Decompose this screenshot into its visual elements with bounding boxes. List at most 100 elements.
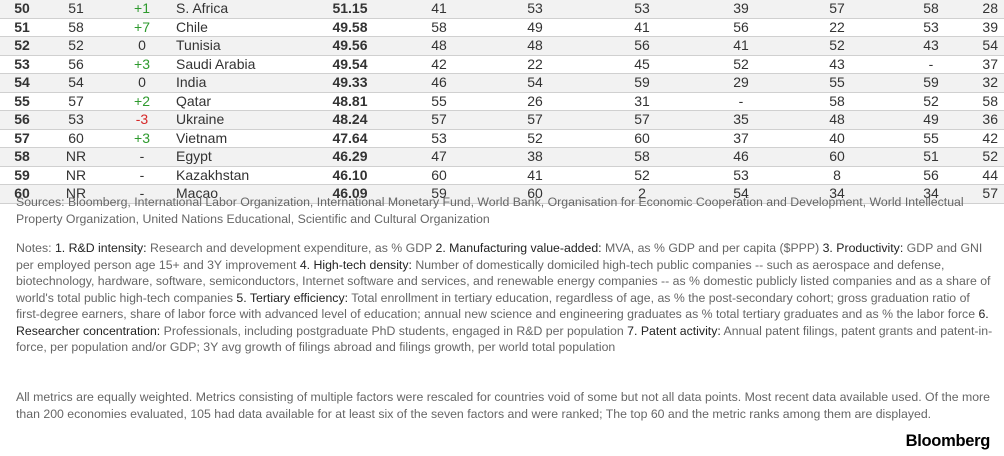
- score-cell: 48.81: [304, 92, 396, 111]
- table-row: 57 60 +3 Vietnam 47.64 53 52 60 37 40 55 42: [0, 129, 1004, 148]
- table-row: 55 57 +2 Qatar 48.81 55 26 31-58 52 58: [0, 92, 1004, 111]
- m3-cell: 58: [588, 147, 696, 167]
- m7-cell: 54: [974, 36, 1004, 56]
- country-cell: Qatar: [176, 92, 304, 111]
- m3-cell: 56: [588, 36, 696, 56]
- m7-cell: 28: [974, 0, 1004, 19]
- rank-cell: 56: [0, 110, 44, 130]
- change-cell: +2: [108, 92, 176, 111]
- country-cell: India: [176, 73, 304, 93]
- m4-cell: 39: [696, 0, 786, 19]
- change-cell: -3: [108, 110, 176, 130]
- note-text: GDP and GNI per employed person age 15+ …: [16, 241, 983, 272]
- prev-cell: 53: [44, 110, 108, 130]
- m2-cell: 41: [482, 166, 588, 185]
- m1-cell: 59: [396, 184, 482, 204]
- m1-cell: 60: [396, 166, 482, 185]
- rank-cell: 59: [0, 166, 44, 185]
- table-row: 54 54 0 India 49.33 46 54 59 29 55 59 32: [0, 73, 1004, 93]
- m7-cell: 36: [974, 110, 1004, 130]
- m2-cell: 26: [482, 92, 588, 111]
- m1-cell: 47: [396, 147, 482, 167]
- country-cell: Chile: [176, 18, 304, 37]
- prev-cell: NR: [44, 166, 108, 185]
- change-cell: -: [108, 147, 176, 167]
- note-text: Total enrollment in tertiary education, …: [16, 290, 979, 322]
- m1-cell: 53: [396, 129, 482, 148]
- m6-cell: -: [888, 55, 974, 74]
- prev-cell: 56: [44, 55, 108, 74]
- score-cell: 48.24: [304, 110, 396, 130]
- m1-cell: 41: [396, 0, 482, 19]
- m4-cell: 29: [696, 73, 786, 93]
- methodology-text: All metrics are equally weighted. Metric…: [16, 390, 990, 421]
- m2-cell: 49: [482, 18, 588, 37]
- m3-cell: 52: [588, 166, 696, 185]
- m2-cell: 48: [482, 36, 588, 56]
- m3-cell: 53: [588, 0, 696, 19]
- m4-cell: 54: [696, 184, 786, 204]
- score-cell: 46.09: [304, 184, 396, 204]
- m5-cell: 58: [786, 92, 888, 111]
- m2-cell: 53: [482, 0, 588, 19]
- m2-cell: 52: [482, 129, 588, 148]
- m7-cell: 44: [974, 166, 1004, 185]
- rank-cell: 58: [0, 147, 44, 167]
- m5-cell: 22: [786, 18, 888, 37]
- prev-cell: NR: [44, 184, 108, 204]
- m5-cell: 8: [786, 166, 888, 185]
- note-label: 2. Manufacturing value-added:: [435, 241, 602, 255]
- table-row: 50 51 +1 S. Africa 51.15 41 53 53 39 57 58 28: [0, 0, 1004, 19]
- score-cell: 49.56: [304, 36, 396, 56]
- note-text: Professionals, including postgraduate Ph…: [160, 323, 628, 338]
- m3-cell: 2: [588, 184, 696, 204]
- m4-cell: 52: [696, 55, 786, 74]
- rank-cell: 51: [0, 18, 44, 37]
- rank-cell: 60: [0, 184, 44, 204]
- m2-cell: 38: [482, 147, 588, 167]
- m1-cell: 57: [396, 110, 482, 130]
- note-text: MVA, as % GDP and per capita ($PPP): [601, 241, 823, 255]
- country-cell: Vietnam: [176, 129, 304, 148]
- change-cell: +3: [108, 129, 176, 148]
- m3-cell: 60: [588, 129, 696, 148]
- note-text: Number of domestically domiciled high-te…: [16, 257, 991, 305]
- m6-cell: 55: [888, 129, 974, 148]
- m4-cell: -: [696, 92, 786, 111]
- country-cell: S. Africa: [176, 0, 304, 19]
- country-cell: Egypt: [176, 147, 304, 167]
- country-cell: Tunisia: [176, 36, 304, 56]
- prev-cell: 51: [44, 0, 108, 19]
- m5-cell: 60: [786, 147, 888, 167]
- table-row: 60 NR - Macao 46.09 59 60 2 54 34 34 57: [0, 184, 1004, 204]
- m4-cell: 41: [696, 36, 786, 56]
- m6-cell: 52: [888, 92, 974, 111]
- rankings-table: 50 51 +1 S. Africa 51.15 41 53 53 39 57 58 28 51 58 +7…: [0, 0, 1004, 204]
- table-row: 58 NR - Egypt 46.29 47 38 58 46 60 51 52: [0, 147, 1004, 167]
- score-cell: 51.15: [304, 0, 396, 19]
- change-cell: +3: [108, 55, 176, 74]
- table-row: 59 NR - Kazakhstan 46.10 60 41 52 53 8 56 44: [0, 166, 1004, 185]
- m7-cell: 57: [974, 184, 1004, 204]
- m4-cell: 56: [696, 18, 786, 37]
- m3-cell: 31: [588, 92, 696, 111]
- change-cell: +1: [108, 0, 176, 19]
- m7-cell: 52: [974, 147, 1004, 167]
- score-cell: 46.10: [304, 166, 396, 185]
- prev-cell: NR: [44, 147, 108, 167]
- country-cell: Kazakhstan: [176, 166, 304, 185]
- m3-cell: 45: [588, 55, 696, 74]
- m3-cell: 57: [588, 110, 696, 130]
- m4-cell: 37: [696, 129, 786, 148]
- change-cell: +7: [108, 18, 176, 37]
- rankings-table-body: 50 51 +1 S. Africa 51.15 41 53 53 39 57 58 28 51 58 +7…: [0, 0, 1004, 204]
- note-label: 6. Researcher concentration:: [16, 307, 989, 338]
- m6-cell: 34: [888, 184, 974, 204]
- sources-text: Sources: Bloomberg, International Labor …: [16, 195, 964, 226]
- m6-cell: 43: [888, 36, 974, 56]
- m7-cell: 58: [974, 92, 1004, 111]
- score-cell: 46.29: [304, 147, 396, 167]
- prev-cell: 58: [44, 18, 108, 37]
- prev-cell: 54: [44, 73, 108, 93]
